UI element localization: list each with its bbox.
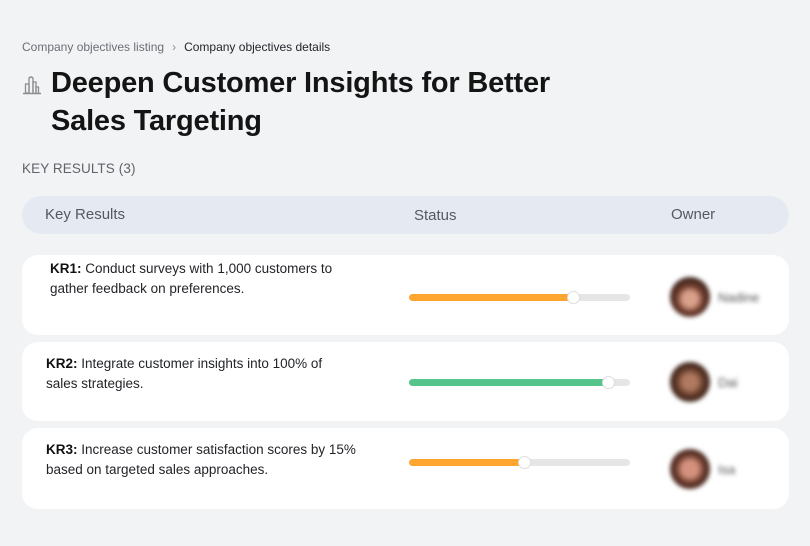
column-header-owner: Owner	[671, 206, 716, 223]
owner-name: Isa	[718, 461, 736, 477]
key-result-row[interactable]: KR3: Increase customer satisfaction scor…	[22, 428, 789, 509]
key-result-text: KR1: Conduct surveys with 1,000 customer…	[50, 259, 340, 299]
key-result-id: KR2:	[46, 356, 78, 371]
avatar	[670, 449, 710, 489]
owner[interactable]: Isa	[670, 449, 735, 489]
progress-fill	[409, 459, 524, 466]
key-result-id: KR3:	[46, 442, 78, 457]
key-result-description: Increase customer satisfaction scores by…	[46, 442, 356, 477]
city-buildings-icon	[22, 74, 42, 96]
progress-knob	[517, 456, 531, 469]
key-result-row[interactable]: KR1: Conduct surveys with 1,000 customer…	[22, 255, 789, 335]
breadcrumb: Company objectives listing › Company obj…	[22, 40, 330, 54]
avatar	[670, 362, 710, 402]
key-result-description: Integrate customer insights into 100% of…	[46, 356, 323, 391]
progress-fill	[409, 294, 573, 301]
avatar	[670, 277, 710, 317]
column-header-status: Status	[414, 207, 457, 224]
column-header-key-results: Key Results	[45, 206, 126, 223]
progress-knob	[566, 291, 580, 304]
key-result-text: KR2: Integrate customer insights into 10…	[46, 354, 346, 394]
progress-bar	[409, 376, 630, 389]
progress-fill	[409, 379, 608, 386]
owner-name: Dai	[718, 374, 738, 390]
owner[interactable]: Nadine	[670, 277, 759, 317]
owner[interactable]: Dai	[670, 362, 738, 402]
breadcrumb-current: Company objectives details	[184, 40, 331, 54]
chevron-right-icon: ›	[172, 40, 177, 54]
key-result-id: KR1:	[50, 261, 82, 276]
key-results-section-label: KEY RESULTS (3)	[22, 161, 136, 176]
key-result-text: KR3: Increase customer satisfaction scor…	[46, 440, 356, 480]
key-result-row[interactable]: KR2: Integrate customer insights into 10…	[22, 342, 789, 421]
key-result-description: Conduct surveys with 1,000 customers to …	[50, 261, 333, 296]
page-title: Deepen Customer Insights for Better Sale…	[51, 67, 550, 137]
progress-knob	[601, 376, 615, 389]
progress-bar	[409, 291, 630, 304]
progress-bar	[409, 456, 630, 469]
owner-name: Nadine	[718, 289, 760, 305]
table-header: Key Results Status Owner	[22, 196, 789, 234]
page-header: Deepen Customer Insights for Better Sale…	[22, 64, 631, 140]
breadcrumb-link-listing[interactable]: Company objectives listing	[22, 40, 165, 54]
